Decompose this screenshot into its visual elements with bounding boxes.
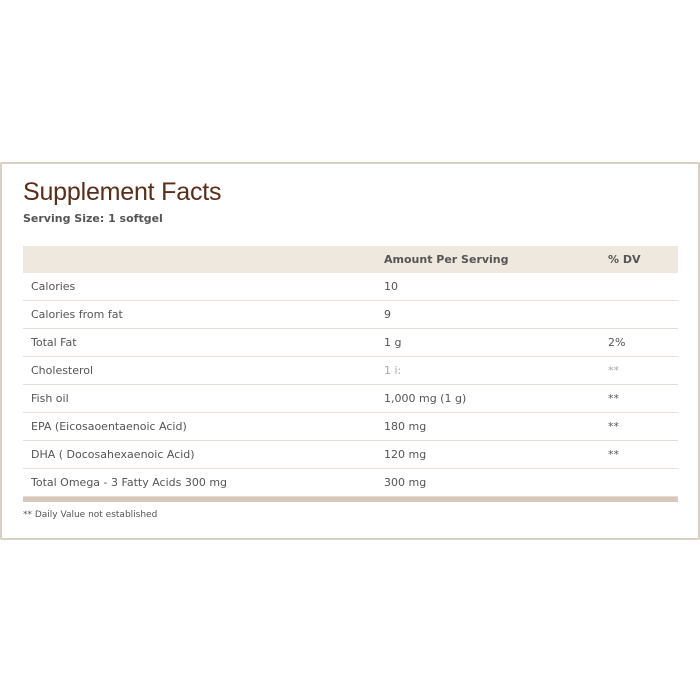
table-row: Cholesterol 1 i: ** [23, 357, 678, 385]
table-row: Total Omega - 3 Fatty Acids 300 mg 300 mg [23, 469, 678, 497]
nutrient-name: Total Omega - 3 Fatty Acids 300 mg [31, 476, 228, 489]
amount: 1 i: [384, 364, 402, 377]
daily-value: ** [608, 364, 619, 377]
table-row: EPA (Eicosaoentaenoic Acid) 180 mg ** [23, 413, 678, 441]
nutrient-name: Calories [31, 280, 76, 293]
table-bottom-bar [23, 497, 678, 502]
nutrient-name: Fish oil [31, 392, 69, 405]
serving-size: Serving Size: 1 softgel [23, 212, 163, 225]
footnote: ** Daily Value not established [23, 510, 158, 520]
amount: 9 [384, 308, 391, 321]
nutrient-name: Total Fat [31, 336, 77, 349]
table-row: DHA ( Docosahexaenoic Acid) 120 mg ** [23, 441, 678, 469]
facts-table: Amount Per Serving % DV Calories 10 Calori… [23, 246, 678, 502]
table-header: Amount Per Serving % DV [23, 246, 678, 273]
supplement-facts-panel: Supplement Facts Serving Size: 1 softgel… [0, 162, 700, 540]
daily-value: ** [608, 392, 619, 405]
page-title: Supplement Facts [23, 178, 222, 206]
nutrient-name: DHA ( Docosahexaenoic Acid) [31, 448, 195, 461]
amount: 10 [384, 280, 398, 293]
table-row: Calories from fat 9 [23, 301, 678, 329]
nutrient-name: Cholesterol [31, 364, 94, 377]
table-row: Calories 10 [23, 273, 678, 301]
amount: 1 g [384, 336, 402, 349]
amount: 1,000 mg (1 g) [384, 392, 467, 405]
amount: 120 mg [384, 448, 427, 461]
amount: 300 mg [384, 476, 427, 489]
amount: 180 mg [384, 420, 427, 433]
daily-value: ** [608, 420, 619, 433]
daily-value: 2% [608, 336, 626, 349]
header-dv: % DV [608, 253, 641, 266]
nutrient-name: Calories from fat [31, 308, 123, 321]
table-row: Fish oil 1,000 mg (1 g) ** [23, 385, 678, 413]
table-row: Total Fat 1 g 2% [23, 329, 678, 357]
daily-value: ** [608, 448, 619, 461]
nutrient-name: EPA (Eicosaoentaenoic Acid) [31, 420, 187, 433]
header-amount: Amount Per Serving [384, 253, 509, 266]
